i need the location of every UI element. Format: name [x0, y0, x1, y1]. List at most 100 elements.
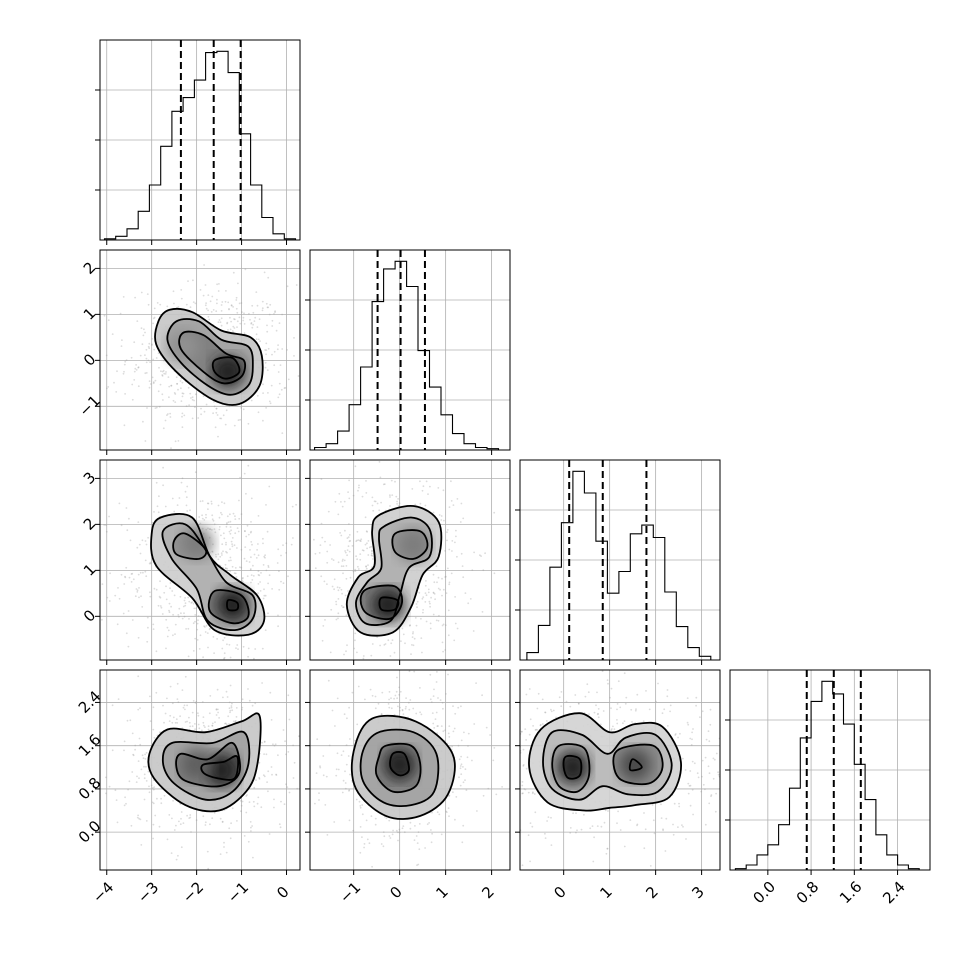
contour-line-0 [345, 504, 443, 637]
scatter-point [278, 322, 281, 324]
scatter-point [432, 695, 435, 697]
scatter-point [276, 562, 279, 564]
scatter-point [243, 530, 246, 532]
x-tick-label: 0 [550, 883, 569, 902]
scatter-point [493, 726, 495, 728]
scatter-point [249, 549, 251, 551]
scatter-point [157, 604, 160, 607]
scatter-point [192, 700, 195, 702]
scatter-point [681, 824, 683, 826]
scatter-point [242, 316, 245, 319]
scatter-point [405, 697, 407, 699]
scatter-point [459, 784, 462, 787]
scatter-point [120, 345, 123, 347]
scatter-point [252, 800, 255, 803]
scatter-point [259, 590, 262, 592]
scatter-point [213, 811, 216, 814]
scatter-point [332, 559, 335, 561]
scatter-point [170, 384, 173, 387]
scatter-point [141, 606, 144, 608]
scatter-point [262, 537, 264, 540]
scatter-point [128, 780, 131, 783]
scatter-point [322, 625, 325, 627]
scatter-point [522, 792, 524, 795]
scatter-point [404, 707, 407, 710]
scatter-point [211, 725, 214, 727]
scatter-point [143, 777, 146, 780]
scatter-point [164, 505, 167, 508]
scatter-point [544, 832, 546, 835]
scatter-point [181, 477, 184, 480]
scatter-point [237, 282, 239, 285]
scatter-point [242, 580, 244, 583]
scatter-point [402, 713, 405, 715]
scatter-point [254, 316, 257, 319]
scatter-point [255, 779, 257, 781]
scatter-point [159, 383, 162, 386]
scatter-point [604, 809, 607, 812]
scatter-point [366, 542, 368, 545]
scatter-point [433, 581, 436, 584]
scatter-point [277, 396, 280, 399]
scatter-point [391, 639, 394, 641]
scatter-point [387, 703, 390, 705]
scatter-point [354, 568, 357, 571]
scatter-point [354, 639, 356, 642]
scatter-point [342, 606, 344, 609]
scatter-point [195, 607, 197, 610]
scatter-point [338, 586, 341, 589]
scatter-point [417, 831, 420, 833]
scatter-point [105, 792, 107, 795]
scatter-point [473, 551, 475, 554]
scatter-point [314, 567, 317, 570]
scatter-point [195, 701, 198, 703]
scatter-point [337, 617, 339, 620]
scatter-point [148, 386, 151, 389]
scatter-point [448, 736, 451, 738]
scatter-point [213, 652, 216, 654]
scatter-point [228, 707, 231, 710]
scatter-point [147, 345, 150, 348]
scatter-point [103, 314, 106, 317]
scatter-point [161, 613, 164, 615]
scatter-point [367, 540, 370, 542]
scatter-point [302, 350, 304, 352]
scatter-point [503, 734, 505, 736]
scatter-point [265, 753, 268, 756]
scatter-point [245, 795, 248, 797]
scatter-point [156, 797, 158, 800]
scatter-point [207, 646, 209, 649]
scatter-point [357, 489, 359, 492]
scatter-point [409, 624, 411, 627]
scatter-point [468, 780, 470, 782]
scatter-point [266, 330, 269, 333]
scatter-point [405, 705, 407, 708]
scatter-point [224, 423, 227, 426]
scatter-point [177, 854, 179, 857]
scatter-point [550, 816, 552, 819]
density-fill [148, 713, 261, 812]
scatter-point [181, 617, 184, 620]
scatter-point [414, 503, 417, 506]
scatter-point [146, 616, 149, 619]
scatter-point [224, 563, 227, 566]
scatter-point [710, 795, 712, 798]
contour-line-0 [528, 712, 682, 812]
scatter-point [424, 601, 427, 603]
scatter-point [125, 802, 127, 805]
scatter-point [263, 271, 266, 274]
scatter-point [205, 513, 207, 516]
scatter-point [257, 554, 260, 557]
scatter-point [208, 318, 211, 321]
scatter-point [450, 500, 453, 502]
scatter-point [225, 690, 228, 693]
scatter-point [207, 728, 210, 731]
scatter-point [267, 564, 270, 567]
scatter-point [359, 553, 362, 555]
scatter-point [221, 820, 224, 823]
scatter-point [262, 564, 265, 566]
scatter-point [378, 461, 381, 463]
scatter-point [472, 630, 475, 632]
scatter-point [660, 803, 662, 806]
scatter-point [223, 846, 225, 848]
